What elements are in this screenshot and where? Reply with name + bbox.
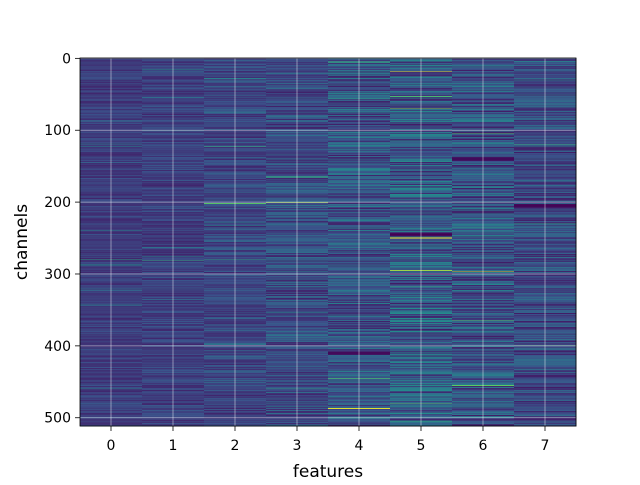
y-tick-label: 400 bbox=[44, 339, 71, 355]
y-tick-label: 0 bbox=[62, 51, 71, 67]
y-tick-label: 500 bbox=[44, 411, 71, 427]
grid-lines bbox=[80, 57, 576, 426]
x-tick-label: 2 bbox=[231, 438, 240, 454]
x-tick-label: 1 bbox=[169, 438, 178, 454]
x-tick-label: 6 bbox=[479, 438, 488, 454]
x-axis-label: features bbox=[293, 462, 363, 480]
x-tick-label: 7 bbox=[541, 438, 550, 454]
x-tick-label: 4 bbox=[355, 438, 364, 454]
y-tick-label: 300 bbox=[44, 267, 71, 283]
x-tick-label: 5 bbox=[417, 438, 426, 454]
heatmap-cells bbox=[80, 58, 577, 427]
y-tick-label: 100 bbox=[44, 123, 71, 139]
x-tick-label: 0 bbox=[107, 438, 116, 454]
y-tick-label: 200 bbox=[44, 195, 71, 211]
y-axis: 0 100 200 300 400 500 bbox=[44, 51, 80, 427]
x-tick-label: 3 bbox=[293, 438, 302, 454]
plot-frame bbox=[79, 57, 577, 427]
y-axis-label: channels bbox=[12, 204, 32, 280]
x-axis: 0 1 2 3 4 5 6 7 bbox=[107, 426, 550, 454]
